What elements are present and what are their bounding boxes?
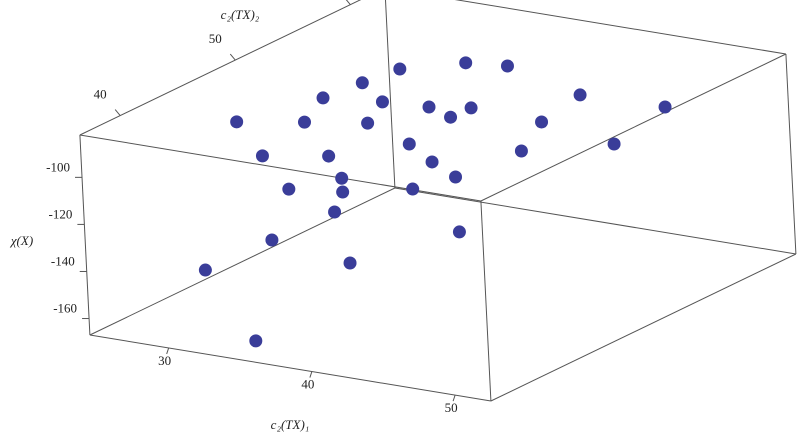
y-tick: [229, 53, 236, 61]
point: [459, 56, 473, 70]
point: [335, 171, 349, 185]
point: [393, 62, 407, 76]
z-tick-label: -160: [53, 301, 77, 316]
box-edge: [89, 187, 396, 336]
point: [500, 59, 514, 73]
point: [375, 95, 389, 109]
box-edge: [79, 134, 481, 202]
point: [452, 225, 466, 239]
point: [573, 88, 587, 102]
y-tick-label: 50: [209, 31, 222, 46]
point: [316, 91, 330, 105]
z-tick-label: -100: [46, 159, 70, 174]
point: [535, 115, 549, 129]
point: [297, 115, 311, 129]
point: [265, 233, 279, 247]
point: [449, 170, 463, 184]
z-tick-label: -140: [51, 253, 75, 268]
point: [425, 155, 439, 169]
y-axis-label: c₂(TX)₂: [221, 7, 260, 22]
box-edge: [454, 0, 786, 55]
y-tick-label: 40: [94, 87, 107, 102]
point: [282, 182, 296, 196]
y-tick: [345, 0, 351, 5]
box-edge: [785, 53, 797, 255]
point: [422, 100, 436, 114]
point: [514, 144, 528, 158]
box-edge: [79, 134, 91, 336]
box-edge: [480, 53, 787, 202]
y-tick: [114, 109, 121, 116]
point: [249, 334, 263, 348]
box-edge: [490, 253, 797, 402]
box-edge: [89, 334, 491, 402]
point: [230, 115, 244, 129]
point: [406, 182, 420, 196]
x-tick-label: 40: [301, 377, 314, 392]
point: [464, 101, 478, 115]
point: [328, 205, 342, 219]
box-edge: [394, 187, 796, 255]
point: [198, 263, 212, 277]
x-tick: [309, 371, 313, 378]
x-tick: [166, 347, 170, 355]
point: [402, 137, 416, 151]
point: [322, 149, 336, 163]
z-axis-label: χ(X): [9, 233, 33, 248]
box-edge: [79, 0, 362, 136]
z-tick-label: -120: [49, 206, 73, 221]
point: [255, 149, 269, 163]
x-tick: [452, 394, 456, 402]
x-tick-label: 50: [445, 400, 458, 415]
point: [607, 137, 621, 151]
box-edge: [480, 200, 492, 402]
x-axis-label: c₂(TX)₁: [271, 417, 310, 432]
point: [343, 256, 357, 270]
point: [361, 116, 375, 130]
point: [355, 76, 369, 90]
point: [336, 185, 350, 199]
point: [658, 100, 672, 114]
box-edge: [384, 0, 396, 189]
x-tick-label: 30: [158, 353, 171, 368]
point: [444, 110, 458, 124]
